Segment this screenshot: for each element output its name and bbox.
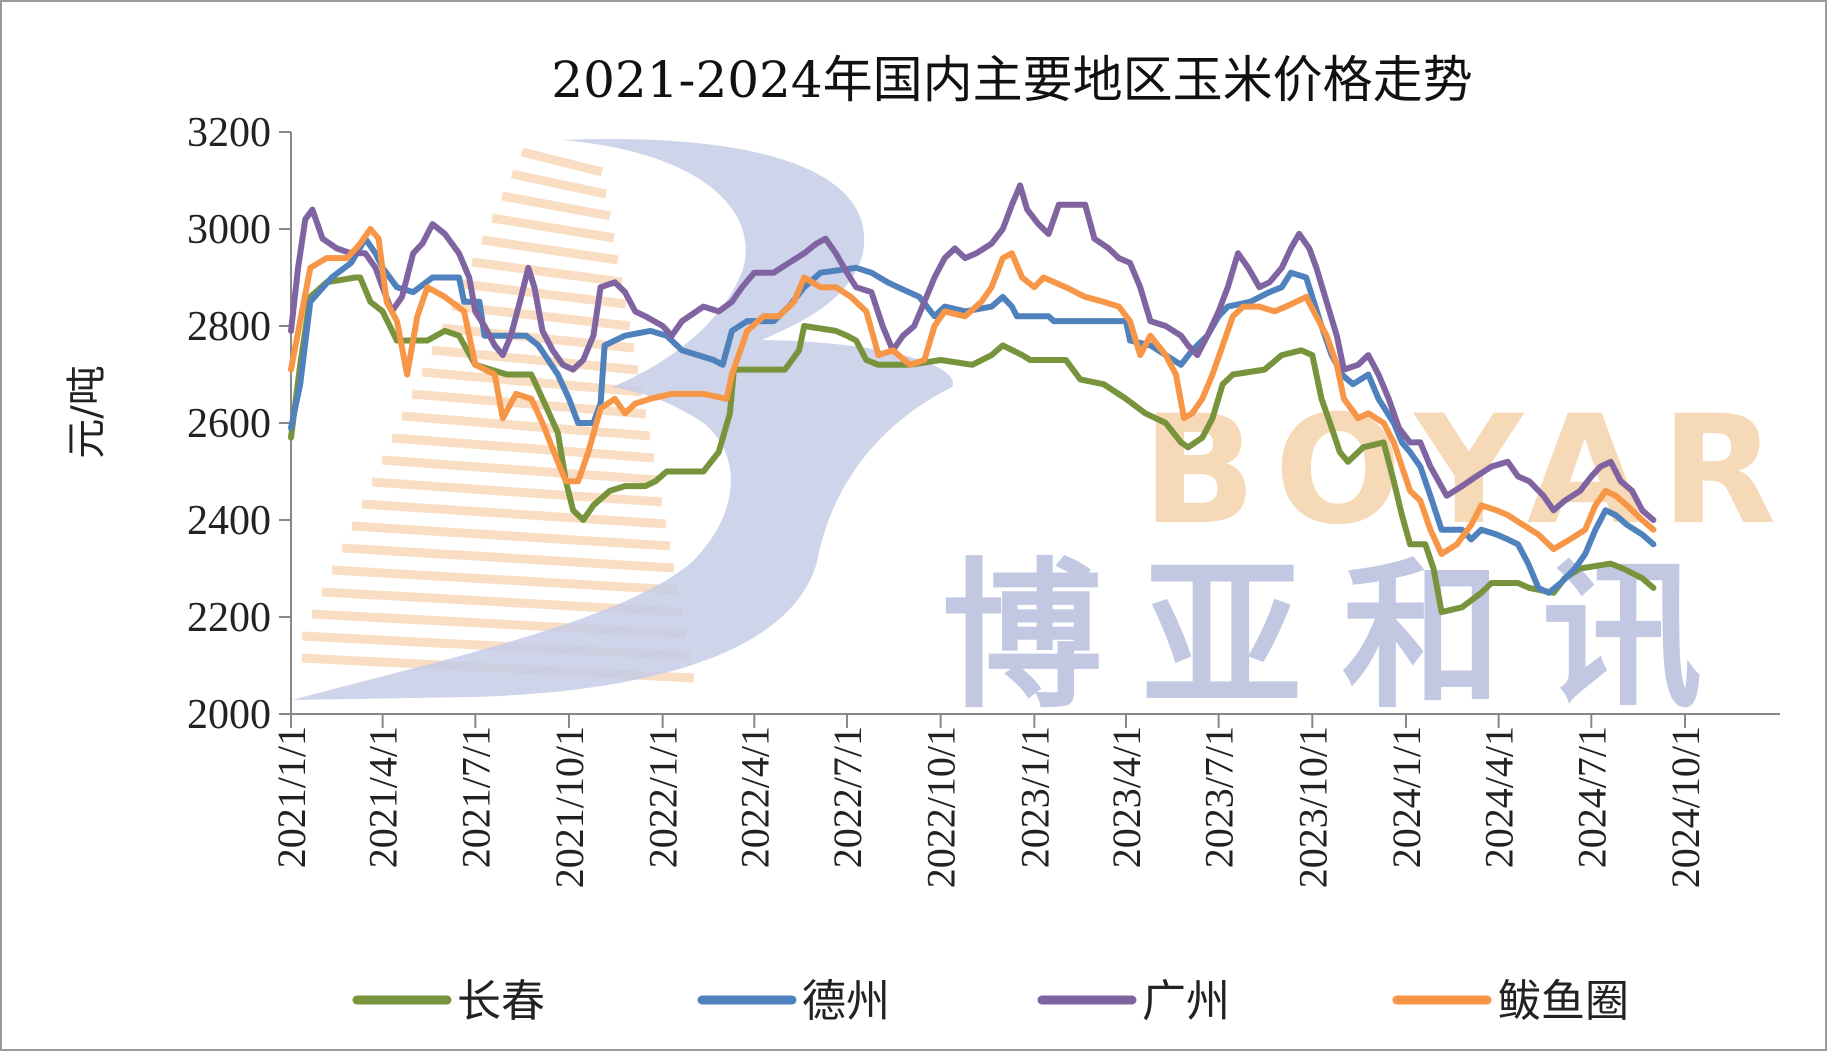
x-tick-label: 2023/10/1 xyxy=(1290,726,1335,888)
x-tick-label: 2021/7/1 xyxy=(453,726,498,868)
watermark-stripe xyxy=(362,504,666,524)
y-tick-label: 2400 xyxy=(187,498,271,544)
x-tick-label: 2021/1/1 xyxy=(269,726,314,868)
legend-label: 长春 xyxy=(457,976,545,1027)
y-tick-label: 2200 xyxy=(187,595,271,641)
watermark-stripe xyxy=(392,438,654,458)
x-tick-label: 2024/10/1 xyxy=(1663,726,1708,888)
chart-title: 2021-2024年国内主要地区玉米价格走势 xyxy=(551,51,1472,109)
watermark-stripe xyxy=(472,262,622,282)
watermark-stripe xyxy=(402,416,650,436)
y-tick-label: 2000 xyxy=(187,692,271,738)
watermark-stripe xyxy=(342,548,674,568)
watermark-stripe xyxy=(332,570,678,590)
watermark-stripe xyxy=(352,526,670,546)
legend-label: 德州 xyxy=(802,976,890,1027)
x-tick-label: 2022/4/1 xyxy=(732,726,777,868)
legend-label: 广州 xyxy=(1142,976,1230,1027)
x-tick-label: 2023/4/1 xyxy=(1104,726,1149,868)
watermark-stripe xyxy=(482,240,618,260)
watermark-stripe xyxy=(512,174,606,194)
x-tick-label: 2023/1/1 xyxy=(1012,726,1057,868)
watermark-stripe xyxy=(522,152,602,172)
x-tick-label: 2021/10/1 xyxy=(547,726,592,888)
x-tick-label: 2022/7/1 xyxy=(825,726,870,868)
x-tick-label: 2022/10/1 xyxy=(919,726,964,888)
y-tick-labels: 2000 2200 2400 2600 2800 3000 3200 xyxy=(187,110,271,738)
x-tick-label: 2022/1/1 xyxy=(641,726,686,868)
watermark-stripe xyxy=(502,196,610,216)
y-tick-label: 3200 xyxy=(187,110,271,156)
x-tick-label: 2024/7/1 xyxy=(1569,726,1614,868)
y-tick-label: 2600 xyxy=(187,401,271,447)
x-tick-label: 2024/1/1 xyxy=(1384,726,1429,868)
y-tick-label: 3000 xyxy=(187,207,271,253)
x-tick-label: 2023/7/1 xyxy=(1197,726,1242,868)
y-axis-label: 元/吨 xyxy=(64,365,110,458)
x-tick-label: 2024/4/1 xyxy=(1477,726,1522,868)
y-tick-label: 2800 xyxy=(187,304,271,350)
x-tick-labels: 2021/1/1 2021/4/1 2021/7/1 2021/10/1 2022/1/… xyxy=(269,726,1708,888)
legend-label: 鲅鱼圈 xyxy=(1497,976,1629,1027)
watermark-stripe xyxy=(432,350,638,370)
legend: 长春 德州 广州 鲅鱼圈 xyxy=(357,976,1629,1027)
x-tick-label: 2021/4/1 xyxy=(361,726,406,868)
watermark-stripe xyxy=(492,218,614,238)
watermark-stripe xyxy=(382,460,658,480)
